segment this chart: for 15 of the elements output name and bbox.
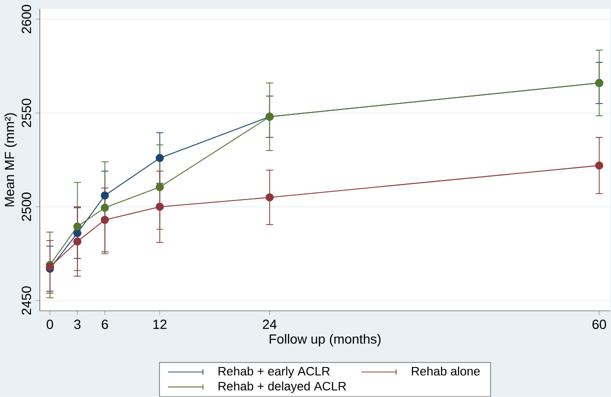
x-tick-label: 6: [102, 320, 108, 330]
y-axis-title: Mean MF (mm²): [4, 113, 17, 206]
legend-label: Rehab alone: [412, 366, 480, 376]
legend-label: Rehab + delayed ACLR: [218, 382, 346, 394]
x-tick-label: 3: [74, 320, 80, 330]
x-axis-title: Follow up (months): [270, 334, 381, 347]
x-tick-label: 24: [262, 320, 277, 330]
legend-label: Rehab + early ACLR: [218, 366, 330, 378]
x-tick-label: 12: [153, 320, 166, 330]
y-tick-label: 2450: [22, 286, 32, 315]
x-tick-label: 0: [46, 320, 54, 330]
y-tick-label: 2600: [22, 5, 32, 34]
y-tick-label: 2550: [22, 98, 32, 128]
y-tick-label: 2500: [22, 192, 32, 222]
x-tick-label: 60: [592, 320, 606, 330]
